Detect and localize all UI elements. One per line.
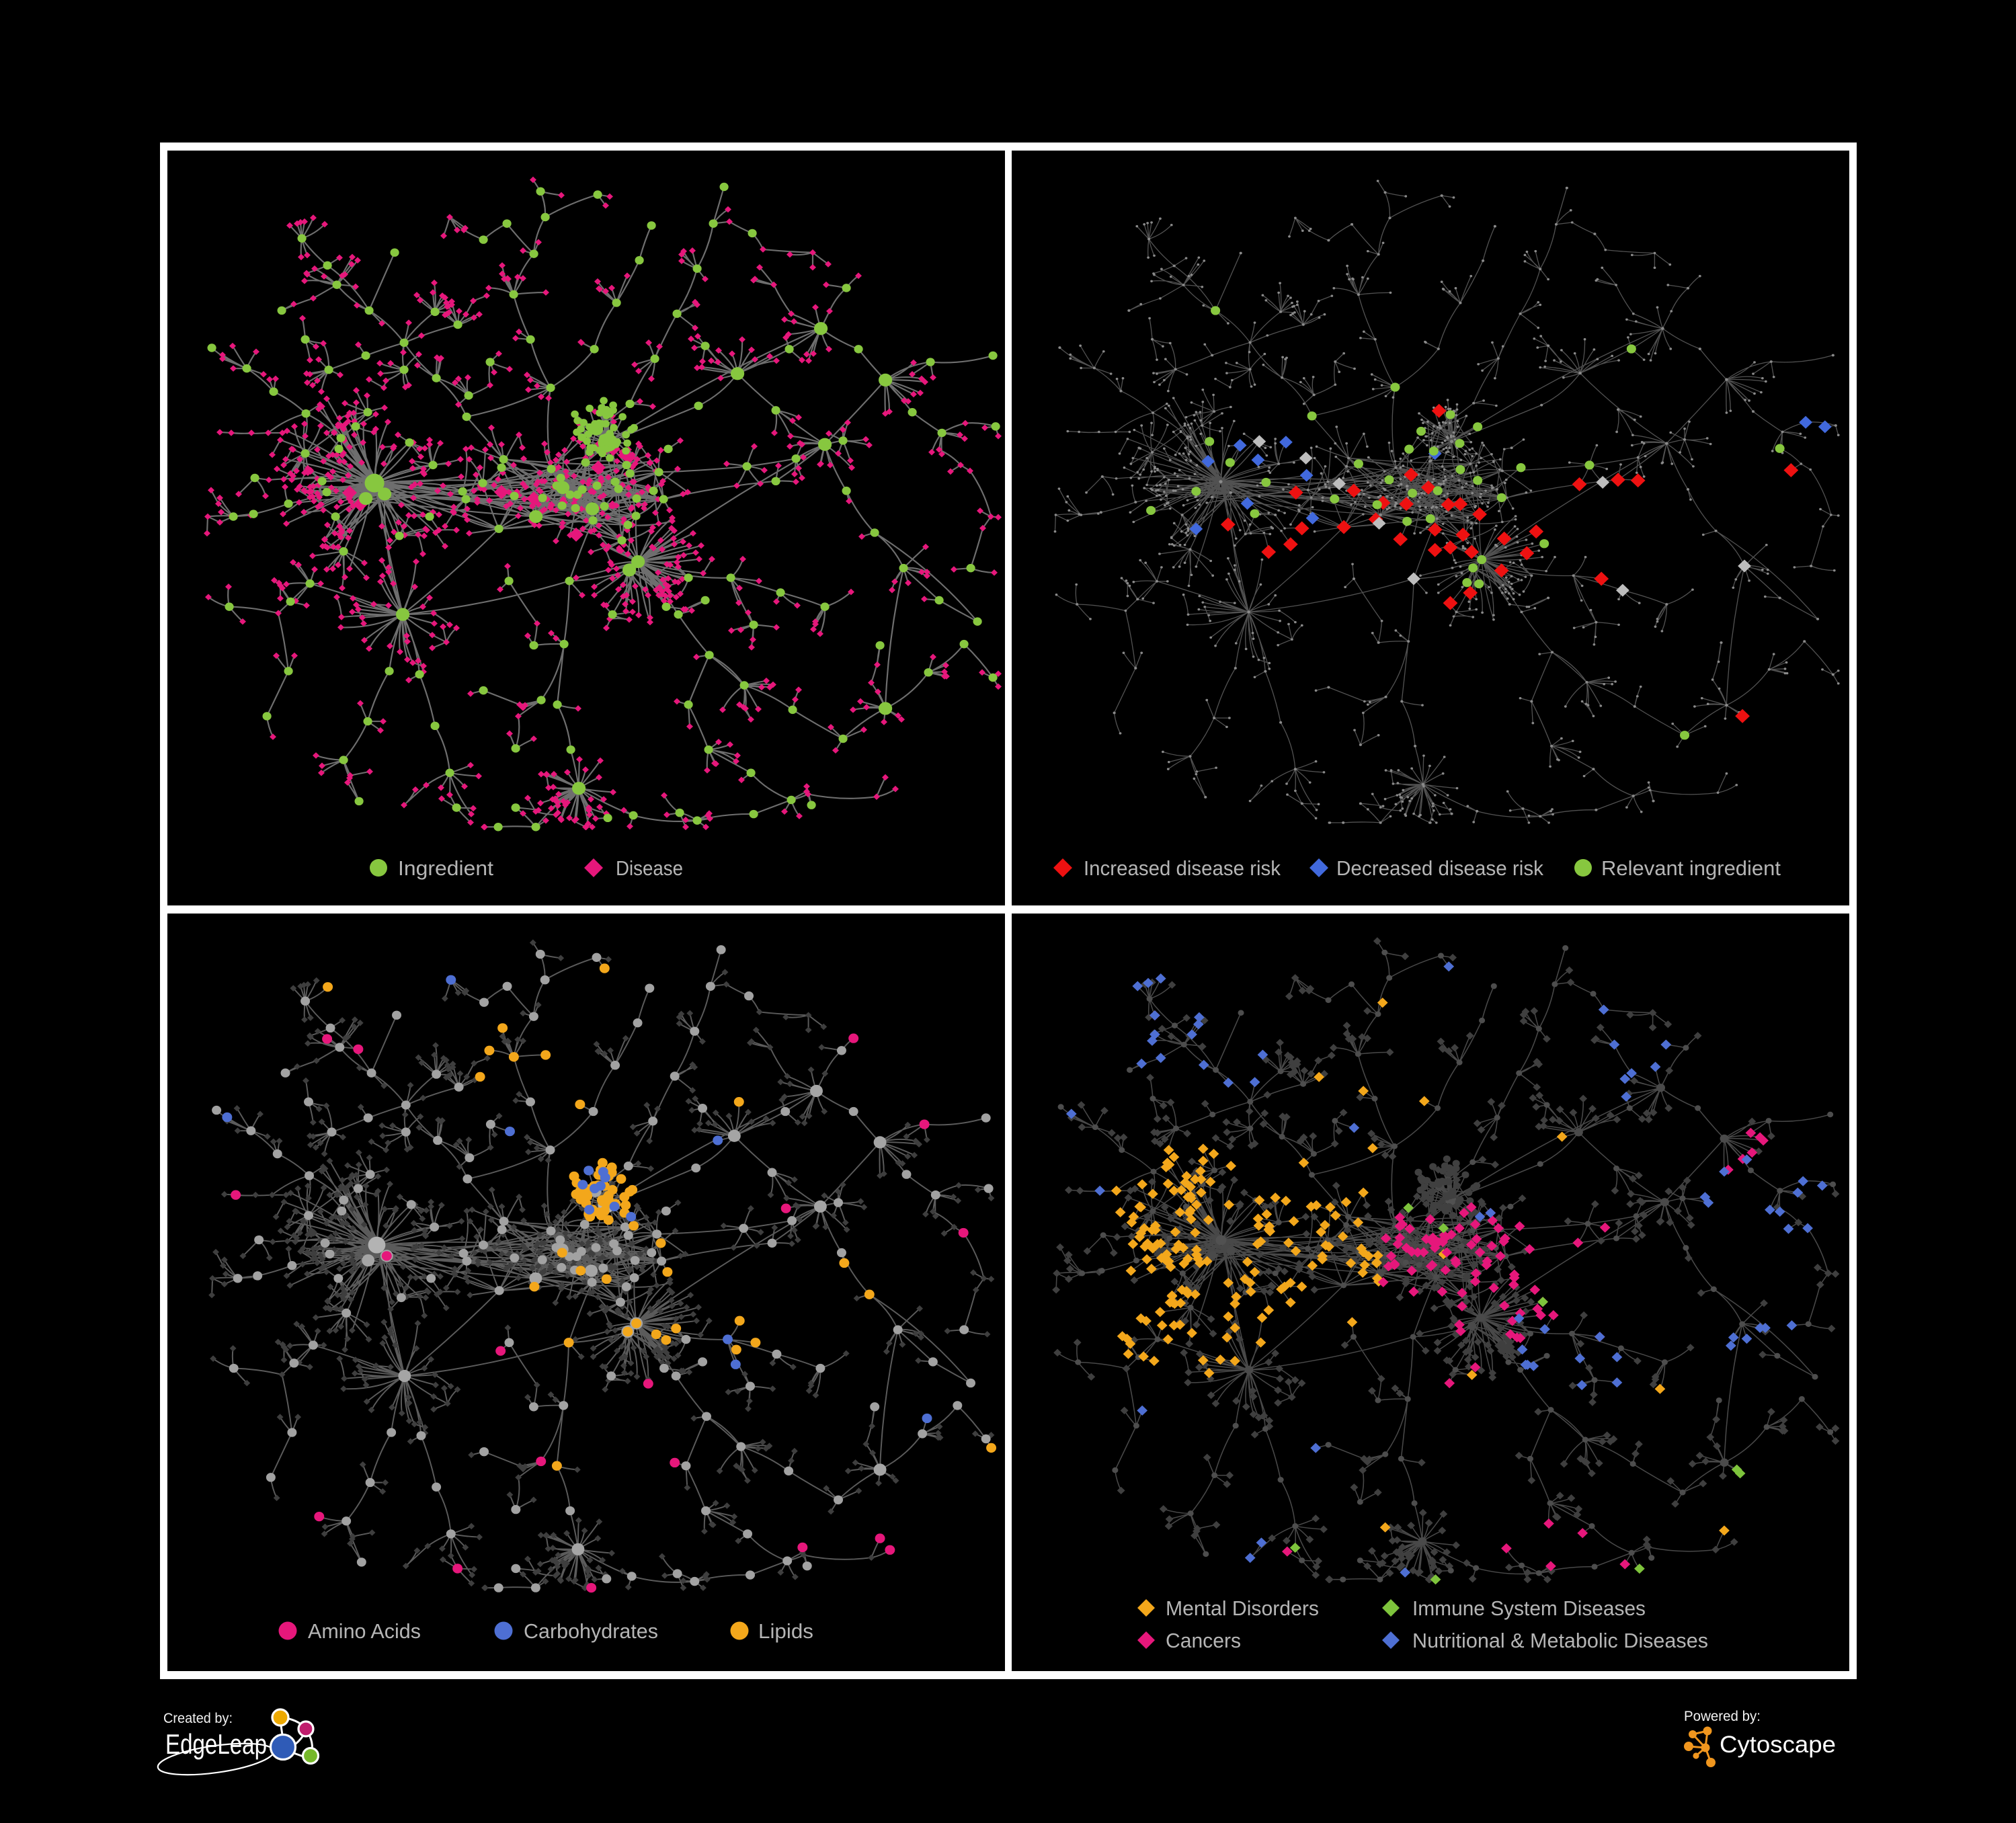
svg-text:Carbohydrates: Carbohydrates [524, 1619, 658, 1643]
svg-text:Decreased disease risk: Decreased disease risk [1336, 856, 1543, 880]
svg-text:Powered by:: Powered by: [1684, 1709, 1761, 1724]
svg-text:Cytoscape: Cytoscape [1720, 1732, 1836, 1758]
svg-text:Mental Disorders: Mental Disorders [1166, 1596, 1319, 1620]
svg-text:Immune System Diseases: Immune System Diseases [1412, 1596, 1646, 1620]
svg-text:Ingredient: Ingredient [398, 856, 493, 880]
svg-text:Disease: Disease [616, 856, 683, 880]
svg-text:Nutritional & Metabolic Diseas: Nutritional & Metabolic Diseases [1412, 1629, 1708, 1652]
svg-text:Increased disease risk: Increased disease risk [1084, 856, 1281, 880]
svg-text:Amino Acids: Amino Acids [308, 1619, 421, 1643]
svg-text:Created by:: Created by: [163, 1711, 233, 1726]
svg-text:Lipids: Lipids [758, 1619, 813, 1643]
svg-text:Cancers: Cancers [1166, 1629, 1241, 1652]
svg-text:Relevant ingredient: Relevant ingredient [1601, 856, 1781, 880]
